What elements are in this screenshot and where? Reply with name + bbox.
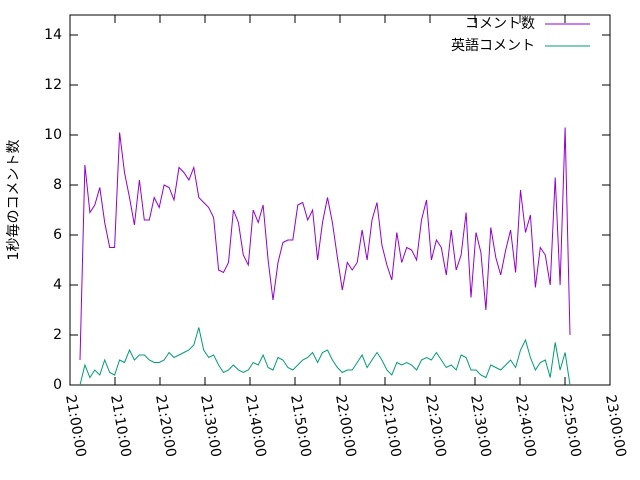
y-tick-label: 12 (44, 77, 62, 93)
x-tick-label: 22:10:00 (377, 394, 404, 459)
x-tick-label: 21:10:00 (107, 394, 134, 459)
plot-border (69, 14, 611, 386)
series-line (79, 327, 571, 386)
y-tick-label: 0 (53, 377, 62, 393)
y-tick-label: 10 (44, 127, 62, 143)
x-tick-label: 22:50:00 (557, 394, 584, 459)
x-tick-label: 21:00:00 (62, 394, 89, 459)
legend-label: 英語コメント (451, 37, 535, 54)
series-line (79, 127, 571, 361)
x-tick-label: 21:50:00 (287, 394, 314, 459)
x-tick-label: 21:40:00 (242, 394, 269, 459)
x-tick-label: 22:40:00 (512, 394, 539, 459)
y-axis-label: 1秒毎のコメント数 (6, 140, 22, 261)
x-tick-label: 21:30:00 (197, 394, 224, 459)
y-tick-label: 8 (53, 177, 62, 193)
x-tick-label: 22:30:00 (467, 394, 494, 459)
legend-label: コメント数 (465, 16, 535, 32)
y-tick-label: 2 (53, 327, 62, 343)
y-tick-label: 6 (53, 227, 62, 243)
x-tick-label: 22:20:00 (422, 394, 449, 459)
y-tick-label: 4 (53, 277, 62, 293)
x-tick-label: 21:20:00 (152, 394, 179, 459)
x-tick-label: 23:00:00 (602, 394, 629, 459)
x-tick-label: 22:00:00 (332, 394, 359, 459)
y-tick-label: 14 (44, 27, 62, 43)
